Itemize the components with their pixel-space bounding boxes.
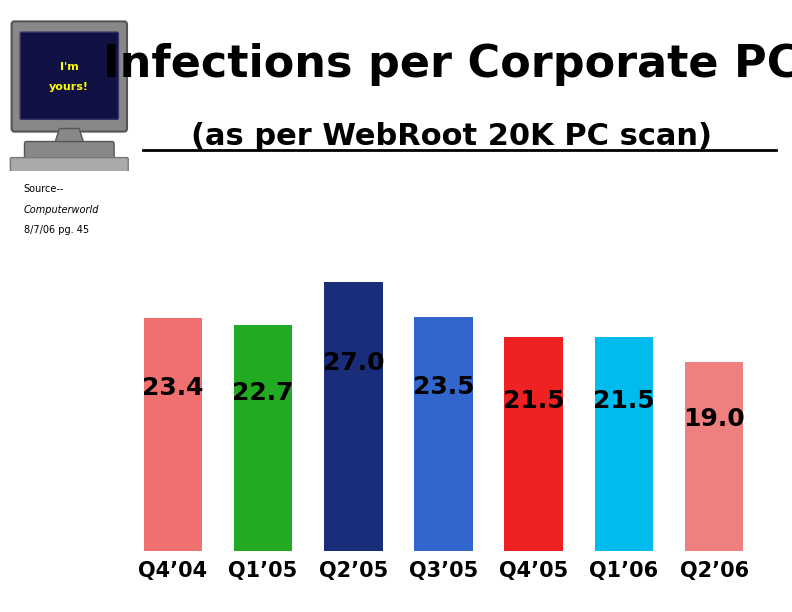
FancyBboxPatch shape	[10, 158, 128, 173]
Bar	[685, 362, 744, 551]
Text: Source--: Source--	[24, 184, 64, 193]
FancyBboxPatch shape	[25, 141, 114, 168]
Bar	[143, 318, 202, 551]
Bar	[414, 317, 473, 551]
Text: 21.5: 21.5	[503, 389, 565, 413]
Bar	[595, 337, 653, 551]
Text: 22.7: 22.7	[232, 381, 294, 405]
Text: 23.5: 23.5	[413, 375, 474, 399]
Text: 23.4: 23.4	[143, 376, 204, 400]
Text: yours!: yours!	[49, 82, 89, 92]
Bar	[324, 282, 383, 551]
FancyBboxPatch shape	[21, 32, 119, 119]
Polygon shape	[55, 129, 84, 144]
Text: 27.0: 27.0	[322, 351, 384, 375]
Text: Computerworld: Computerworld	[24, 205, 99, 215]
Text: 19.0: 19.0	[683, 406, 745, 430]
Text: I'm: I'm	[60, 62, 78, 72]
Text: (as per WebRoot 20K PC scan): (as per WebRoot 20K PC scan)	[191, 122, 712, 151]
FancyBboxPatch shape	[12, 21, 127, 132]
Bar	[234, 325, 292, 551]
Text: 21.5: 21.5	[593, 389, 655, 413]
Bar	[505, 337, 563, 551]
Text: Infections per Corporate PC: Infections per Corporate PC	[103, 43, 792, 86]
Text: 8/7/06 pg. 45: 8/7/06 pg. 45	[24, 225, 89, 235]
